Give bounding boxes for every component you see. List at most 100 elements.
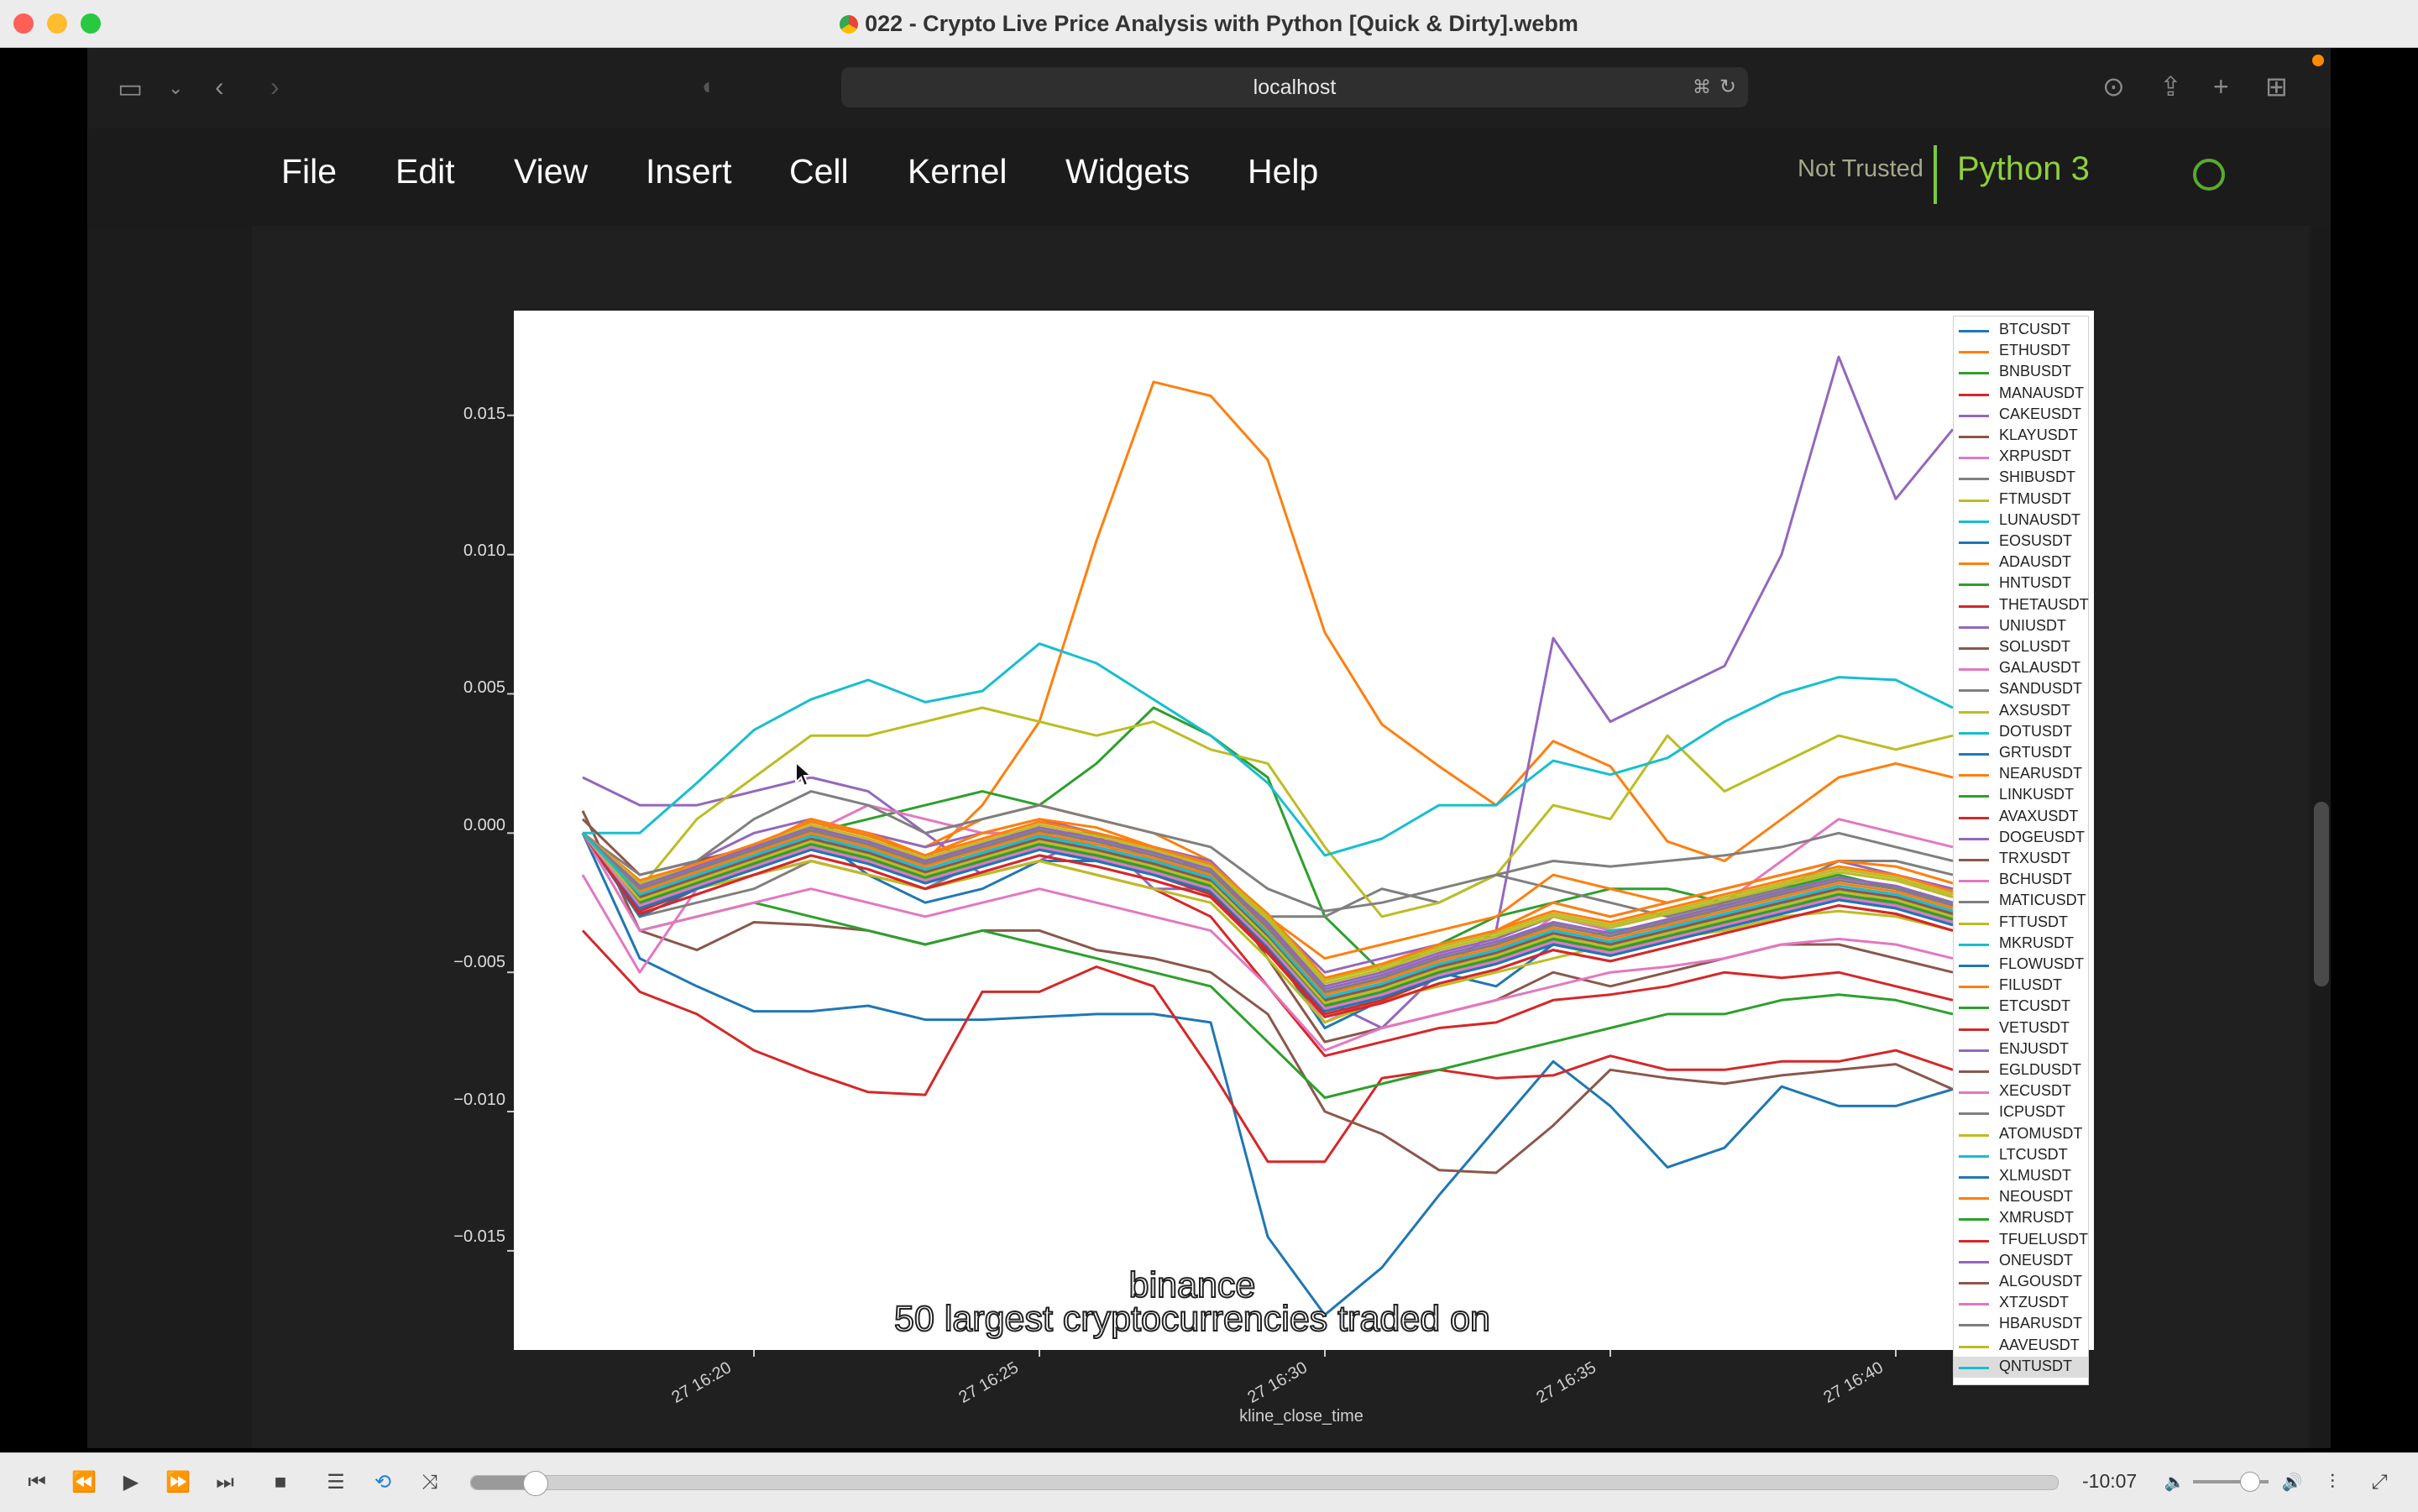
seek-handle[interactable] <box>522 1471 548 1496</box>
legend-item: SHIBUSDT <box>1954 468 2088 489</box>
legend-label: XRPUSDT <box>1999 447 2072 465</box>
menu-edit[interactable]: Edit <box>395 152 455 191</box>
legend-label: AVAXUSDT <box>1999 807 2079 824</box>
browser-toolbar: ▭ ⌄ ‹ › ◐ localhost ⌘ ↻ ⊙ ⇪ + ⊞ <box>87 48 2331 128</box>
legend-label: XLMUSDT <box>1999 1167 2072 1184</box>
menu-kernel[interactable]: Kernel <box>908 152 1008 191</box>
legend-item: SOLUSDT <box>1954 637 2088 658</box>
legend-swatch <box>1959 520 1989 523</box>
fast-forward-icon[interactable]: ⏩ <box>165 1471 191 1494</box>
y-tick-label: −0.005 <box>453 953 505 971</box>
rewind-icon[interactable]: ⏪ <box>71 1471 97 1494</box>
play-icon[interactable]: ▶ <box>123 1471 139 1494</box>
skip-end-icon[interactable]: ⏭ <box>216 1471 234 1494</box>
shuffle-icon[interactable]: ⤨ <box>421 1471 438 1494</box>
scrollbar-thumb[interactable] <box>2314 802 2329 986</box>
legend-item: EOSUSDT <box>1954 531 2088 552</box>
kernel-name[interactable]: Python 3 <box>1957 150 2090 187</box>
menu-insert[interactable]: Insert <box>646 152 732 191</box>
window-title-text: 022 - Crypto Live Price Analysis with Py… <box>865 11 1578 36</box>
new-tab-icon[interactable]: + <box>2213 71 2229 102</box>
legend-label: UNIUSDT <box>1999 616 2066 634</box>
legend-swatch <box>1959 478 1989 481</box>
legend-swatch <box>1959 393 1989 396</box>
menu-file[interactable]: File <box>281 152 338 191</box>
sidebar-toggle-icon[interactable]: ▭ <box>118 73 144 103</box>
menu-view[interactable]: View <box>514 152 589 191</box>
player-controls: ⏮ ⏪ ▶ ⏩ ⏭ ■ ☰ ⟲ ⤨ -10:07 🔈 🔊 ⫶ ⤢ <box>0 1452 2418 1512</box>
volume-slider[interactable] <box>2193 1480 2269 1483</box>
legend-item: FLOWUSDT <box>1954 955 2088 976</box>
volume-handle[interactable] <box>2240 1472 2260 1492</box>
trust-status[interactable]: Not Trusted <box>1798 155 1923 182</box>
fullscreen-icon[interactable]: ⤢ <box>2371 1471 2388 1494</box>
menu-cell[interactable]: Cell <box>789 152 849 191</box>
y-tick-label: −0.010 <box>453 1091 505 1109</box>
legend-label: HNTUSDT <box>1999 574 2071 592</box>
zoom-window-button[interactable] <box>81 13 101 34</box>
legend-swatch <box>1959 1049 1989 1052</box>
mute-icon[interactable]: 🔈 <box>2164 1473 2185 1492</box>
legend-swatch <box>1959 689 1989 693</box>
translate-icon[interactable]: ⌘ <box>1693 76 1711 97</box>
legend-item: CAKEUSDT <box>1954 405 2088 426</box>
subtitle-line-2: 50 largest cryptocurrencies traded on <box>893 1298 1491 1340</box>
legend-swatch <box>1959 816 1989 819</box>
tab-overview-icon[interactable]: ⊞ <box>2265 71 2288 102</box>
legend-label: TRXUSDT <box>1999 850 2070 866</box>
kernel-status-icon <box>2193 159 2225 191</box>
legend-swatch <box>1959 1197 1989 1201</box>
legend-item: GALAUSDT <box>1954 658 2088 679</box>
back-icon[interactable]: ‹ <box>215 71 224 102</box>
legend-label: XMRUSDT <box>1999 1209 2074 1227</box>
legend-item: ENJUSDT <box>1954 1039 2088 1060</box>
stop-icon[interactable]: ■ <box>274 1471 287 1494</box>
share-icon[interactable]: ⇪ <box>2159 71 2182 102</box>
legend-item: BTCUSDT <box>1954 320 2088 341</box>
close-window-button[interactable] <box>13 13 34 34</box>
download-icon[interactable]: ⊙ <box>2102 71 2125 102</box>
legend-item: TFUELUSDT <box>1954 1230 2088 1251</box>
legend-swatch <box>1959 647 1989 650</box>
legend-label: ENJUSDT <box>1999 1039 2070 1057</box>
legend-item: XECUSDT <box>1954 1081 2088 1102</box>
loop-icon[interactable]: ⟲ <box>374 1471 392 1494</box>
legend-swatch <box>1959 1070 1989 1073</box>
menu-widgets[interactable]: Widgets <box>1065 152 1191 191</box>
legend-item: LUNAUSDT <box>1954 510 2088 531</box>
legend-item: LTCUSDT <box>1954 1145 2088 1166</box>
time-remaining: -10:07 <box>2082 1470 2138 1492</box>
legend-label: LUNAUSDT <box>1999 510 2081 528</box>
legend-label: NEOUSDT <box>1999 1188 2074 1206</box>
reload-icon[interactable]: ↻ <box>1719 76 1736 98</box>
volume-max-icon[interactable]: 🔊 <box>2281 1473 2303 1492</box>
legend-label: ATOMUSDT <box>1999 1124 2083 1142</box>
playlist-icon[interactable]: ☰ <box>327 1471 345 1494</box>
skip-start-icon[interactable]: ⏮ <box>28 1471 46 1494</box>
menu-help[interactable]: Help <box>1248 152 1319 191</box>
legend-label: ICPUSDT <box>1999 1103 2066 1121</box>
minimize-window-button[interactable] <box>47 13 67 34</box>
legend-item: GRTUSDT <box>1954 743 2088 764</box>
legend-label: FTTUSDT <box>1999 913 2068 930</box>
legend-swatch <box>1959 668 1989 672</box>
legend-item: AXSUSDT <box>1954 701 2088 722</box>
chevron-down-icon[interactable]: ⌄ <box>168 77 184 98</box>
y-tick-label: −0.015 <box>453 1227 505 1246</box>
legend-item: BCHUSDT <box>1954 870 2088 891</box>
legend-swatch <box>1959 1324 1989 1327</box>
address-bar[interactable]: localhost ⌘ ↻ <box>841 67 1748 107</box>
legend-swatch <box>1959 774 1989 777</box>
legend-swatch <box>1959 1028 1989 1031</box>
forward-icon[interactable]: › <box>270 71 280 102</box>
legend-swatch <box>1959 499 1989 502</box>
equalizer-icon[interactable]: ⫶ <box>2330 1471 2335 1494</box>
y-tick-label: 0.005 <box>463 678 505 697</box>
legend-label: BTCUSDT <box>1999 321 2070 337</box>
legend-item: NEOUSDT <box>1954 1187 2088 1208</box>
legend-label: LINKUSDT <box>1999 786 2075 803</box>
legend-label: FTMUSDT <box>1999 489 2071 507</box>
legend-label: THETAUSDT <box>1999 595 2089 613</box>
shield-icon[interactable]: ◐ <box>702 73 716 99</box>
seek-bar[interactable] <box>470 1471 2059 1496</box>
